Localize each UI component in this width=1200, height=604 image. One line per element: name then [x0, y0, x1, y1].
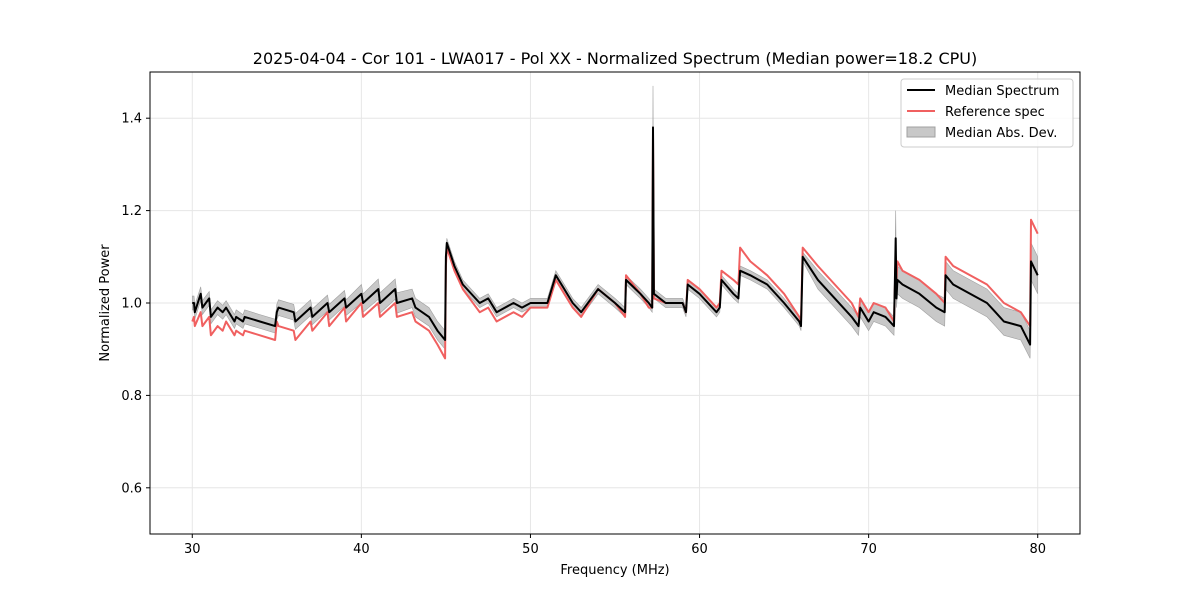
y-axis-ticks: 0.6 0.8 1.0 1.2 1.4: [121, 112, 150, 496]
legend: Median Spectrum Reference spec Median Ab…: [900, 78, 1074, 148]
y-tick-label: 1.2: [121, 204, 142, 219]
y-axis-label: Normalized Power: [98, 244, 113, 362]
legend-box: [900, 78, 1074, 148]
series-lines: [191, 126, 1039, 360]
y-tick-label: 1.4: [121, 112, 142, 127]
y-tick-label: 0.6: [121, 481, 142, 496]
median-spectrum-line: [192, 126, 1039, 346]
x-axis-ticks: 30 40 50 60 70 80: [184, 534, 1046, 557]
legend-label-mad: Median Abs. Dev.: [945, 126, 1057, 141]
legend-label-reference: Reference spec: [945, 105, 1045, 120]
x-axis-label: Frequency (MHz): [560, 563, 669, 578]
x-tick-label: 30: [184, 542, 201, 557]
legend-swatch-mad: [906, 126, 936, 138]
chart-title: 2025-04-04 - Cor 101 - LWA017 - Pol XX -…: [253, 49, 977, 68]
x-tick-label: 40: [353, 542, 370, 557]
x-tick-label: 70: [860, 542, 877, 557]
y-tick-label: 0.8: [121, 389, 142, 404]
y-tick-label: 1.0: [121, 297, 142, 312]
x-tick-label: 60: [691, 542, 708, 557]
reference-spectrum-line: [191, 131, 1039, 360]
x-tick-label: 50: [522, 542, 539, 557]
legend-label-median: Median Spectrum: [945, 84, 1059, 99]
x-tick-label: 80: [1029, 542, 1046, 557]
